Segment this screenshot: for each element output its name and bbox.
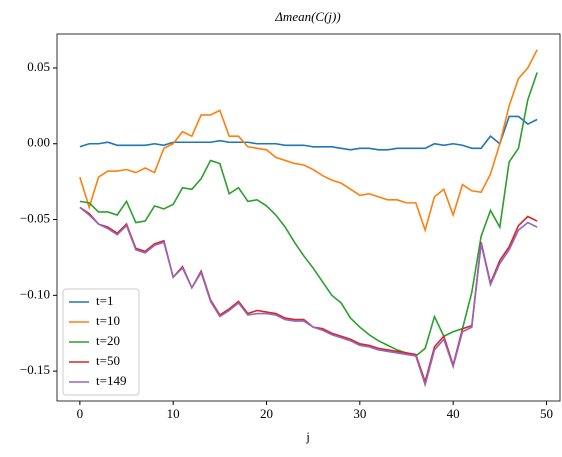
legend-label: t=50 <box>96 353 120 368</box>
line-series <box>79 72 538 357</box>
y-tick-label: −0.10 <box>20 286 50 301</box>
line-series <box>79 206 538 388</box>
chart-title: Δmean(C(j)) <box>274 9 340 24</box>
legend-label: t=10 <box>96 313 120 328</box>
legend-label: t=20 <box>96 333 120 348</box>
plot-frame <box>56 33 561 402</box>
legend-label: t=1 <box>96 293 113 308</box>
x-tick-label: 10 <box>167 406 180 421</box>
x-tick-label: 0 <box>77 406 84 421</box>
x-tick-label: 40 <box>447 406 460 421</box>
y-tick-label: 0.05 <box>27 59 50 74</box>
y-tick-label: −0.15 <box>20 362 50 377</box>
x-tick-label: 50 <box>540 406 553 421</box>
line-series <box>79 206 538 385</box>
line-series <box>79 49 538 233</box>
legend-box <box>62 288 140 396</box>
x-tick-label: 30 <box>353 406 366 421</box>
legend: t=1 t=10 t=20 t=50 t=149 <box>62 288 140 396</box>
line-series <box>79 115 538 151</box>
legend-label: t=149 <box>96 373 126 388</box>
x-tick-label: 20 <box>260 406 273 421</box>
y-tick-label: −0.05 <box>20 211 50 226</box>
y-tick-label: 0.00 <box>27 135 50 150</box>
x-axis-label: j <box>305 429 310 444</box>
